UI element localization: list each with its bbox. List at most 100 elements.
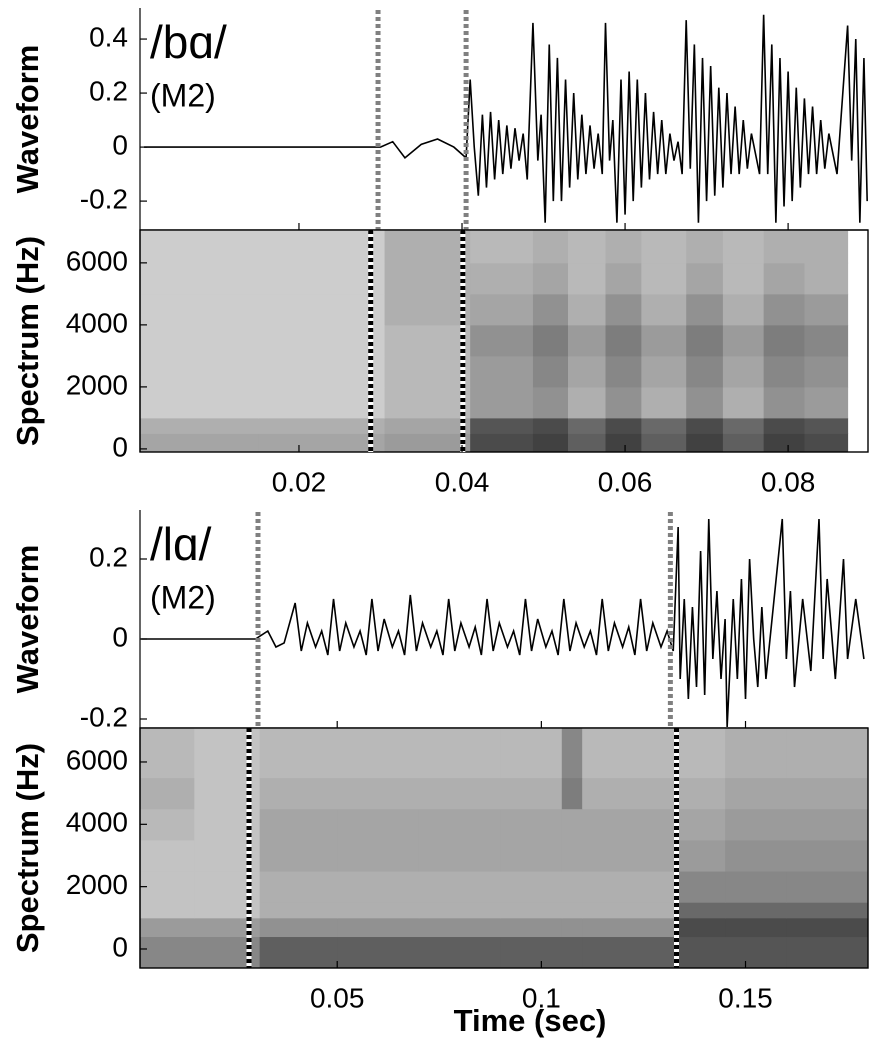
spectrogram-cell <box>804 293 849 326</box>
spectrogram-cell <box>532 230 569 264</box>
x-tick-label: 0.1 <box>522 982 561 1013</box>
y-tick-label: -0.2 <box>80 183 128 214</box>
y-tick-label: 0.2 <box>89 75 128 106</box>
spectrogram-cell <box>337 777 420 810</box>
spectrogram-cell <box>500 902 563 919</box>
spectrogram-cell <box>804 386 849 419</box>
spectrogram-cell <box>500 839 563 872</box>
spectrogram-cell <box>418 936 502 969</box>
spectrogram-cell <box>500 728 563 779</box>
spectrogram-cell <box>337 839 420 872</box>
spectrogram-cell <box>258 386 386 419</box>
x-tick-label: 0.04 <box>435 466 490 497</box>
spectrogram-cell <box>259 777 338 810</box>
spectrogram-cell <box>384 433 471 453</box>
spectrogram-cell <box>561 808 583 841</box>
spectrogram-cell <box>763 293 805 326</box>
spectrogram-cell <box>337 917 420 938</box>
spectrogram-cell <box>337 728 420 779</box>
spectrogram-cell <box>470 230 534 264</box>
spectrogram-cell <box>605 417 642 434</box>
spectrogram-cell <box>259 808 338 841</box>
x-tick-label: 0.08 <box>761 466 816 497</box>
spectrogram-cell <box>532 355 569 388</box>
spectrogram-cell <box>686 386 724 419</box>
spectrogram-cell <box>641 355 687 388</box>
spectrogram-cell <box>384 417 471 434</box>
spectrogram-cell <box>140 433 259 453</box>
y-tick-label: 0.4 <box>89 21 128 52</box>
spectrogram-cell <box>676 839 726 872</box>
spectrogram-cell <box>722 230 765 264</box>
spectrogram-cell <box>561 936 583 969</box>
spectrogram-cell <box>140 262 259 295</box>
spectrogram-cell <box>418 902 502 919</box>
spectrogram-cell <box>500 808 563 841</box>
spectrogram-cell <box>641 293 687 326</box>
spectrogram-cell <box>470 324 534 357</box>
spectrogram-cell <box>804 230 849 264</box>
spectrogram-cell <box>605 386 642 419</box>
spectrogram-cell <box>384 262 471 295</box>
spectrogram-cell <box>605 293 642 326</box>
spectrogram-cell <box>786 917 869 938</box>
spectrogram-cell <box>725 871 787 903</box>
spectrogram-cell <box>258 262 386 295</box>
spectrogram-cell <box>676 808 726 841</box>
spectrogram-cell <box>384 293 471 326</box>
spectrogram-cell <box>804 355 849 388</box>
spectrogram-cell <box>582 917 677 938</box>
spectrogram-cell <box>532 417 569 434</box>
annotation: /lɑ/ <box>150 518 212 570</box>
spectrogram-cell <box>567 386 606 419</box>
annotation: (M2) <box>150 579 216 615</box>
spectrogram-cell <box>722 324 765 357</box>
spectrogram-cell <box>786 871 869 903</box>
spectrogram-cell <box>561 902 583 919</box>
spectrogram-cell <box>561 871 583 903</box>
spectrogram-cell <box>337 936 420 969</box>
x-tick-label: 0.05 <box>310 982 365 1013</box>
spectrogram-cell <box>194 902 261 919</box>
spectrogram-cell <box>384 386 471 419</box>
spectrogram-cell <box>686 293 724 326</box>
spectrogram-cell <box>470 262 534 295</box>
spectrogram-cell <box>641 324 687 357</box>
spectrogram-cell <box>763 262 805 295</box>
spectrogram-cell <box>567 262 606 295</box>
spectrogram-cell <box>763 355 805 388</box>
spectrogram-cell <box>686 230 724 264</box>
spectrogram-cell <box>722 433 765 453</box>
spectrogram-cell <box>258 293 386 326</box>
spectrogram-cell <box>763 324 805 357</box>
spectrogram-cell <box>532 293 569 326</box>
spectrogram-cell <box>725 936 787 969</box>
y-tick-label: 6000 <box>66 744 128 775</box>
spectrogram-cell <box>561 839 583 872</box>
spectrogram-cell <box>605 433 642 453</box>
spectrogram-cell <box>337 871 420 903</box>
spectrogram-cell <box>337 808 420 841</box>
x-axis-label: Time (sec) <box>454 1003 607 1038</box>
spectrogram-cell <box>804 324 849 357</box>
spectrogram-cell <box>532 386 569 419</box>
spectrogram-cell <box>567 433 606 453</box>
spectrogram-cell <box>384 355 471 388</box>
spectrogram-cell <box>140 293 259 326</box>
spectrogram-cell <box>686 324 724 357</box>
spectrogram-cell <box>725 777 787 810</box>
spectrogram-cell <box>418 777 502 810</box>
spectrogram-cell <box>140 902 195 919</box>
y-tick-label: 2000 <box>66 869 128 900</box>
spectrogram-cell <box>140 777 195 810</box>
spectrogram-cell <box>140 324 259 357</box>
y-axis-label: Waveform <box>10 545 45 694</box>
spectrogram-cell <box>140 230 259 264</box>
spectrogram-cell <box>725 902 787 919</box>
spectrogram-cell <box>418 871 502 903</box>
spectrogram-cell <box>140 936 195 969</box>
spectrogram-cell <box>722 417 765 434</box>
x-tick-label: 0.15 <box>718 982 773 1013</box>
y-axis-label: Spectrum (Hz) <box>10 743 45 953</box>
